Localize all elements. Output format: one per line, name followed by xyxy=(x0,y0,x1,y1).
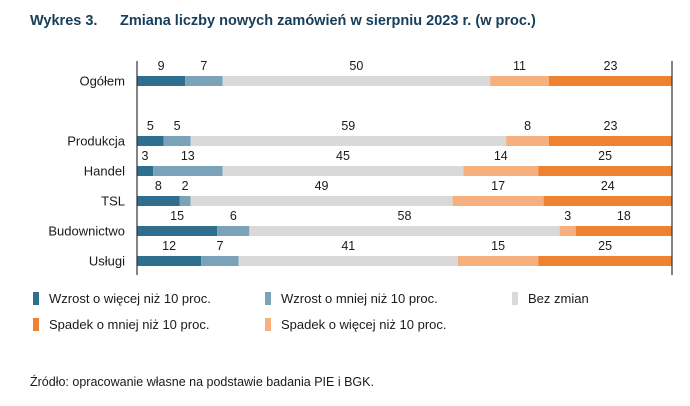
bar-segment xyxy=(137,226,218,236)
bar-segment xyxy=(575,226,672,236)
data-label: 15 xyxy=(491,239,505,253)
data-label: 3 xyxy=(564,209,571,223)
bar-segment xyxy=(222,76,491,86)
data-label: 5 xyxy=(174,119,181,133)
bar-segment xyxy=(137,76,186,86)
bar-segment xyxy=(137,196,180,206)
bar-segment xyxy=(458,256,539,266)
data-label: 2 xyxy=(182,179,189,193)
chart-title: Wykres 3. Zmiana liczby nowych zamówień w… xyxy=(30,13,536,29)
category-label: Budownictwo xyxy=(48,224,125,239)
bar-segment xyxy=(137,256,202,266)
data-label: 11 xyxy=(513,59,526,73)
data-label: 41 xyxy=(341,239,355,253)
source-note: Źródło: opracowanie własne na podstawie … xyxy=(30,375,374,389)
data-label: 9 xyxy=(158,59,165,73)
bar-segment xyxy=(190,136,507,146)
bar-segment xyxy=(538,256,672,266)
data-label: 6 xyxy=(230,209,237,223)
bar-segment xyxy=(506,136,549,146)
bar-segment xyxy=(153,166,223,176)
category-label: Handel xyxy=(84,164,125,179)
data-label: 23 xyxy=(604,59,618,73)
legend-label: Spadek o więcej niż 10 proc. xyxy=(281,317,447,332)
data-label: 3 xyxy=(142,149,149,163)
bar-segment xyxy=(179,196,191,206)
bar-segment xyxy=(559,226,576,236)
legend-swatch xyxy=(265,318,271,331)
data-label: 8 xyxy=(524,119,531,133)
bar-segment xyxy=(548,76,672,86)
data-label: 13 xyxy=(181,149,195,163)
bar-segment xyxy=(201,256,239,266)
legend-swatch xyxy=(33,318,39,331)
bar-segment xyxy=(548,136,672,146)
category-label: TSL xyxy=(101,194,125,209)
figure-title: Zmiana liczby nowych zamówień w sierpniu… xyxy=(120,13,536,29)
category-label: Usługi xyxy=(89,254,125,269)
bar-segment xyxy=(543,196,672,206)
data-label: 14 xyxy=(494,149,508,163)
data-label: 12 xyxy=(162,239,176,253)
data-label: 7 xyxy=(200,59,207,73)
data-label: 49 xyxy=(315,179,329,193)
figure-number: Wykres 3. xyxy=(30,13,98,29)
data-label: 50 xyxy=(349,59,363,73)
legend-item-wzrost-wiecej: Wzrost o więcej niż 10 proc. xyxy=(33,291,211,306)
category-label: Ogółem xyxy=(79,74,125,89)
bar-segment xyxy=(538,166,672,176)
data-label: 8 xyxy=(155,179,162,193)
data-label: 18 xyxy=(617,209,631,223)
data-label: 5 xyxy=(147,119,154,133)
bar-segment xyxy=(490,76,549,86)
legend-label: Bez zmian xyxy=(528,291,589,306)
bar-segment xyxy=(463,166,539,176)
legend-label: Wzrost o mniej niż 10 proc. xyxy=(281,291,438,306)
legend-item-wzrost-mniej: Wzrost o mniej niż 10 proc. xyxy=(265,291,438,306)
data-label: 15 xyxy=(170,209,184,223)
bar-segment xyxy=(137,166,154,176)
legend-item-spadek-mniej: Spadek o mniej niż 10 proc. xyxy=(33,317,209,332)
bar-segment xyxy=(217,226,250,236)
data-label: 59 xyxy=(341,119,355,133)
bar-segment xyxy=(222,166,464,176)
bar-segment xyxy=(238,256,458,266)
bar-segment xyxy=(163,136,191,146)
data-label: 25 xyxy=(598,149,612,163)
data-label: 17 xyxy=(491,179,505,193)
category-label: Produkcja xyxy=(67,134,126,149)
data-label: 58 xyxy=(398,209,412,223)
bar-segment xyxy=(185,76,223,86)
bar-segment xyxy=(452,196,544,206)
data-label: 45 xyxy=(336,149,350,163)
legend-item-bez-zmian: Bez zmian xyxy=(512,291,589,306)
legend-swatch xyxy=(512,292,518,305)
bar-segment xyxy=(137,136,164,146)
legend-label: Wzrost o więcej niż 10 proc. xyxy=(49,291,211,306)
data-label: 23 xyxy=(604,119,618,133)
legend-label: Spadek o mniej niż 10 proc. xyxy=(49,317,210,332)
legend-swatch xyxy=(33,292,39,305)
data-label: 25 xyxy=(598,239,612,253)
bar-segment xyxy=(249,226,560,236)
legend-item-spadek-wiecej: Spadek o więcej niż 10 proc. xyxy=(265,317,446,332)
bars-layer xyxy=(137,76,672,266)
data-label: 7 xyxy=(216,239,223,253)
bar-segment xyxy=(190,196,453,206)
legend-swatch xyxy=(265,292,271,305)
data-label: 24 xyxy=(601,179,615,193)
